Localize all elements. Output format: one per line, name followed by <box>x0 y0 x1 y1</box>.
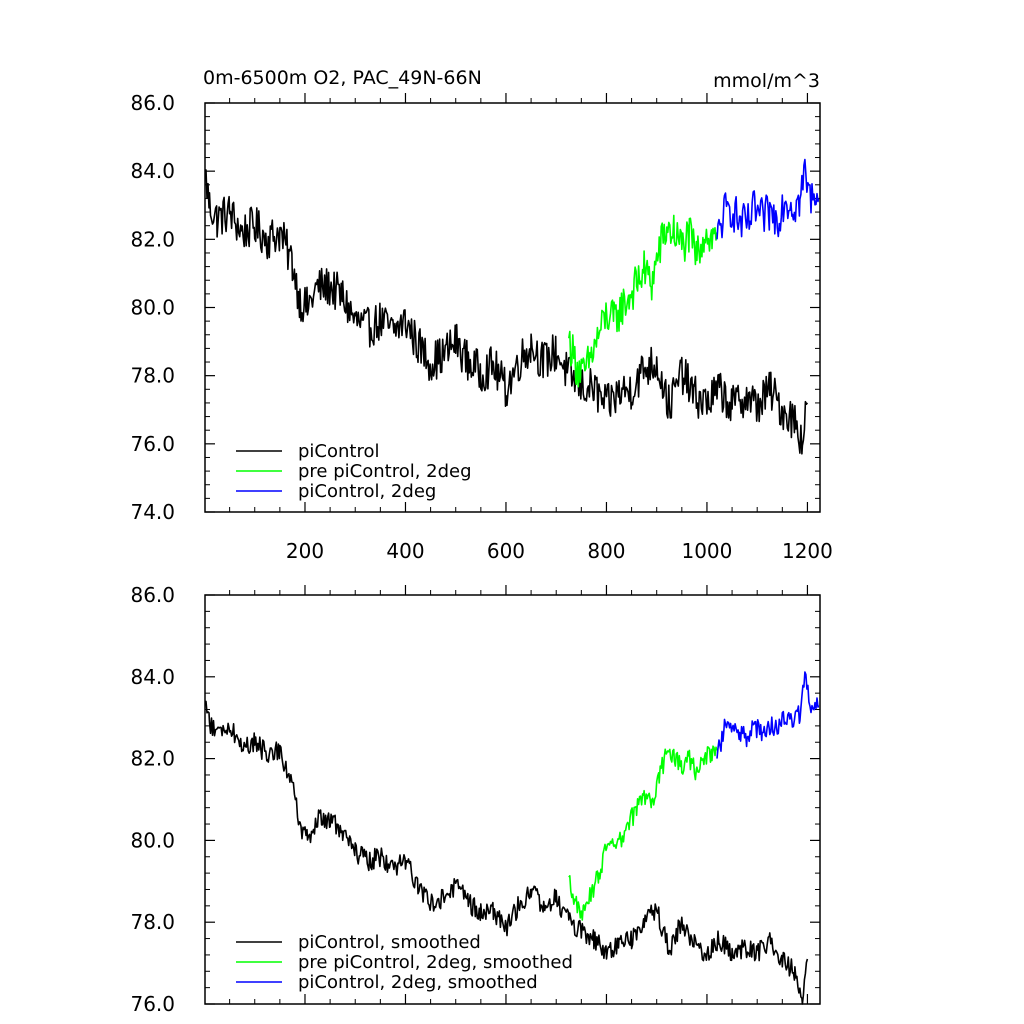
data-lines <box>204 671 820 1005</box>
legend-label: pre piControl, 2deg <box>298 461 472 482</box>
chart-title: 0m-6500m O2, PAC_49N-66N <box>203 67 482 89</box>
data-lines <box>204 158 820 455</box>
x-tick-label: 1200 <box>782 539 833 563</box>
x-tick-label: 600 <box>487 539 525 563</box>
x-tick-label: 800 <box>587 539 625 563</box>
bottom-panel: 76.0 78.0 80.0 82.0 84.0 86.0 piControl, smoo… <box>130 583 821 1016</box>
y-tick-label: 86.0 <box>130 91 175 115</box>
top-panel: 0m-6500m O2, PAC_49N-66N mmol/m^3 74.0 76… <box>130 67 832 563</box>
legend-label: piControl <box>298 441 380 462</box>
y-tick-label: 80.0 <box>130 296 175 320</box>
legend-label: piControl, 2deg, smoothed <box>298 972 538 993</box>
y-axis-labels: 76.0 78.0 80.0 82.0 84.0 86.0 <box>130 583 175 1016</box>
y-tick-label: 76.0 <box>130 432 175 456</box>
units-label: mmol/m^3 <box>713 70 820 92</box>
plot-frame <box>204 594 821 1005</box>
x-tick-label: 200 <box>286 539 324 563</box>
series-line <box>204 700 809 1005</box>
y-tick-label: 78.0 <box>130 364 175 388</box>
x-tick-label: 400 <box>386 539 424 563</box>
y-tick-label: 82.0 <box>130 747 175 771</box>
x-tick-label: 1000 <box>681 539 732 563</box>
series-line <box>204 169 809 455</box>
y-tick-label: 84.0 <box>130 665 175 689</box>
legend-label: piControl, smoothed <box>298 932 481 953</box>
y-tick-label: 84.0 <box>130 159 175 183</box>
legend-label: pre piControl, 2deg, smoothed <box>298 952 573 973</box>
y-tick-label: 86.0 <box>130 583 175 607</box>
axis-ticks <box>205 93 820 513</box>
series-line <box>568 214 718 388</box>
series-line <box>716 671 820 759</box>
legend-label: piControl, 2deg <box>298 481 436 502</box>
y-tick-label: 80.0 <box>130 828 175 852</box>
series-line <box>568 745 718 921</box>
y-tick-label: 74.0 <box>130 500 175 524</box>
axis-ticks <box>205 585 820 1005</box>
y-tick-label: 78.0 <box>130 910 175 934</box>
series-line <box>716 158 820 240</box>
y-tick-label: 82.0 <box>130 227 175 251</box>
x-axis-labels: 200 400 600 800 1000 1200 <box>286 539 833 563</box>
y-axis-labels: 74.0 76.0 78.0 80.0 82.0 84.0 86.0 <box>130 91 175 524</box>
y-tick-label: 76.0 <box>130 992 175 1016</box>
